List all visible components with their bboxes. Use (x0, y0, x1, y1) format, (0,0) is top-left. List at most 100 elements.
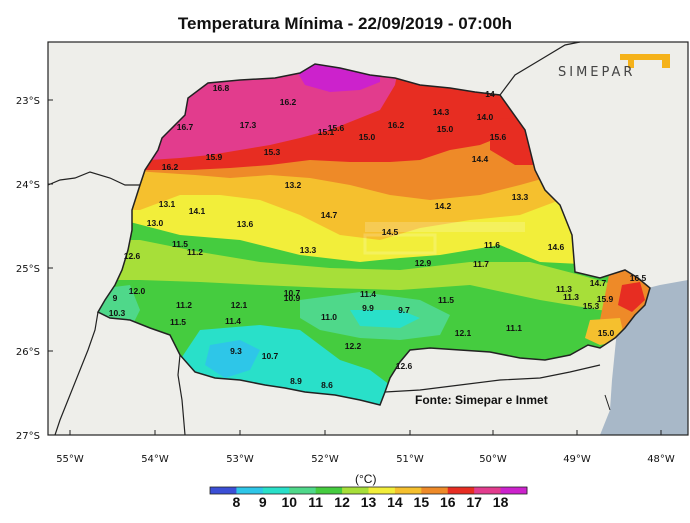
station-value: 16.5 (630, 273, 647, 283)
station-value: 11.3 (556, 284, 572, 294)
station-value: 11.3 (563, 292, 579, 302)
legend-swatch (289, 487, 317, 494)
legend-swatch (210, 487, 237, 494)
border-sc (384, 364, 601, 393)
legend-swatch (368, 487, 396, 494)
lat-tick-label: 26°S (16, 347, 40, 358)
legend-value: 17 (466, 494, 482, 510)
legend-value: 8 (233, 494, 241, 510)
legend-value: 14 (387, 494, 403, 510)
legend-swatch (262, 487, 290, 494)
station-value: 8.9 (290, 376, 302, 386)
legend-swatch (500, 487, 528, 494)
station-value: 11.6 (484, 240, 500, 250)
station-value: 14.3 (433, 107, 450, 117)
station-value: 14.4 (472, 154, 489, 164)
lon-tick-label: 50°W (479, 454, 507, 465)
legend-swatch (342, 487, 369, 494)
border-paraguay (54, 311, 99, 436)
map-frame (47, 41, 689, 436)
lat-tick-label: 23°S (16, 96, 40, 107)
station-value: 15.6 (490, 132, 507, 142)
station-value: 12.6 (396, 361, 413, 371)
unit-label: (°C) (355, 472, 376, 486)
legend-value: 10 (281, 494, 297, 510)
station-value: 11.5 (172, 239, 188, 249)
parana-border (96, 63, 651, 406)
station-value: 11.4 (360, 289, 376, 299)
logo-text: SIMEPAR (558, 65, 635, 80)
station-value: 14.0 (477, 112, 494, 122)
station-value: 16.2 (280, 97, 297, 107)
station-value: 11.5 (170, 317, 186, 327)
latitude-axis: 23°S 24°S 25°S 26°S 27°S (16, 96, 53, 442)
station-value: 16.2 (162, 162, 179, 172)
border-sp (499, 41, 581, 96)
station-value: 12.0 (129, 286, 146, 296)
source-label: Fonte: Simepar e Inmet (415, 393, 548, 407)
station-value: 13.2 (285, 180, 302, 190)
station-value: 9 (113, 293, 118, 303)
legend-swatch (315, 487, 343, 494)
station-value: 8.6 (321, 380, 333, 390)
simepar-logo: SIMEPAR (558, 54, 670, 80)
station-value: 10.9 (284, 293, 301, 303)
lon-tick-label: 53°W (226, 454, 254, 465)
map-title: Temperatura Mínima - 22/09/2019 - 07:00h (177, 14, 513, 33)
station-value: 15.3 (264, 147, 281, 157)
legend-swatch (236, 487, 264, 494)
legend-value: 18 (493, 494, 509, 510)
border-argentina (177, 354, 186, 436)
station-value: 15.9 (597, 294, 614, 304)
legend-swatch (474, 487, 502, 494)
legend-value: 13 (361, 494, 377, 510)
station-value: 11.2 (176, 300, 192, 310)
legend-value: 9 (259, 494, 267, 510)
lat-tick-label: 25°S (16, 264, 40, 275)
station-value: 13.0 (147, 218, 164, 228)
lon-tick-label: 55°W (56, 454, 84, 465)
station-value: 14.1 (189, 206, 206, 216)
lon-tick-label: 52°W (311, 454, 339, 465)
station-value: 11.1 (506, 323, 522, 333)
lon-tick-label: 54°W (141, 454, 169, 465)
station-value: 10.7 (262, 351, 279, 361)
station-value: 15.1 (318, 127, 335, 137)
station-value: 11.7 (473, 259, 489, 269)
station-value: 11.0 (321, 312, 337, 322)
legend-swatch (447, 487, 475, 494)
longitude-axis: 55°W 54°W 53°W 52°W 51°W 50°W 49°W 48°W (56, 430, 675, 465)
border-ms-pr (47, 171, 140, 186)
station-value: 11.2 (187, 247, 203, 257)
station-value: 9.7 (398, 305, 410, 315)
station-value: 15.9 (206, 152, 223, 162)
station-value: 15.0 (359, 132, 376, 142)
legend-swatch (394, 487, 422, 494)
station-value: 12.6 (124, 251, 141, 261)
color-legend: 8 9 10 11 12 13 14 15 16 17 18 (209, 486, 528, 510)
station-value: 15.0 (437, 124, 454, 134)
station-value: 12.9 (415, 258, 432, 268)
station-value: 9.3 (230, 346, 242, 356)
station-value: 15.0 (598, 328, 615, 338)
station-value: 13.3 (300, 245, 317, 255)
station-value: 13.6 (237, 219, 254, 229)
legend-value: 12 (334, 494, 350, 510)
lon-tick-label: 49°W (563, 454, 591, 465)
legend-value: 11 (308, 494, 323, 510)
station-value: 12.1 (231, 300, 248, 310)
watermark (363, 222, 525, 255)
station-value: 15.3 (583, 301, 600, 311)
station-value: 10.3 (109, 308, 126, 318)
station-value: 9.9 (362, 303, 374, 313)
lon-tick-label: 48°W (647, 454, 675, 465)
station-value: 16.2 (388, 120, 405, 130)
station-value: 13.3 (512, 192, 529, 202)
station-value: 14.6 (548, 242, 565, 252)
station-value: 12.1 (455, 328, 472, 338)
station-values: 16.816.216.7 17.315.115.6 16.215.9 15.315.0… (109, 83, 647, 390)
lat-tick-label: 27°S (16, 431, 40, 442)
station-value: 12.2 (345, 341, 362, 351)
legend-value: 15 (414, 494, 430, 510)
